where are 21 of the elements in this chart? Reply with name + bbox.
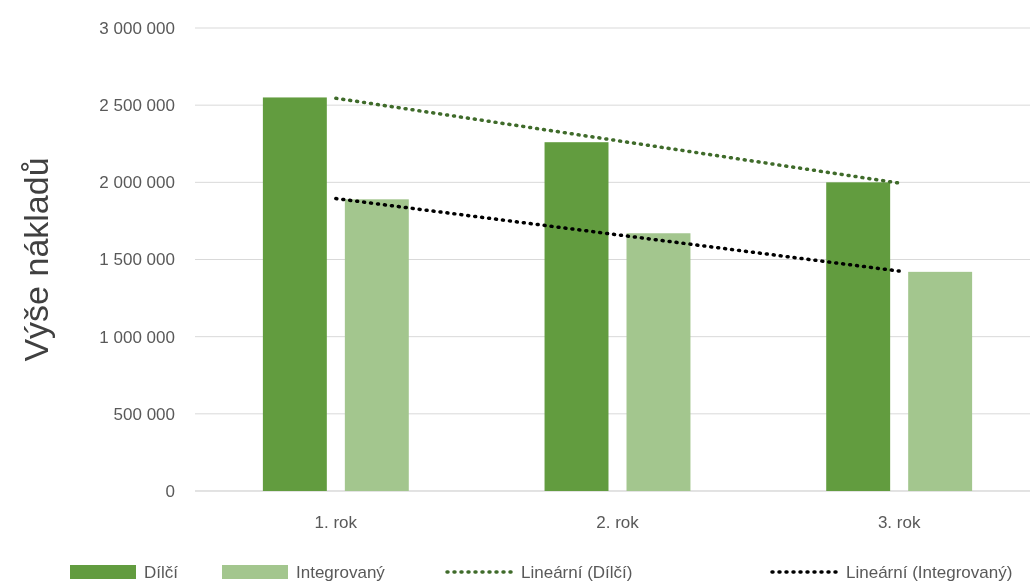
legend-label: Lineární (Integrovaný) (846, 562, 1013, 582)
bar (826, 182, 891, 491)
bar (262, 97, 327, 491)
x-tick-label: 3. rok (877, 513, 921, 532)
bar (626, 233, 691, 491)
bar (908, 271, 973, 491)
legend-label: Lineární (Dílčí) (521, 562, 633, 582)
y-tick-label: 1 500 000 (99, 250, 175, 270)
legend-label: Integrovaný (296, 562, 386, 582)
bar (344, 199, 409, 491)
y-tick-label: 2 000 000 (99, 173, 175, 193)
y-tick-label: 500 000 (113, 404, 175, 424)
x-tick-label: 2. rok (596, 513, 640, 532)
y-tick-label: 1 000 000 (99, 327, 175, 347)
legend-label: Dílčí (144, 562, 179, 582)
y-tick-label: 2 500 000 (99, 96, 175, 116)
y-axis-title: Výše nákladů (17, 157, 55, 362)
y-tick-label: 3 000 000 (99, 18, 175, 38)
bar (544, 142, 609, 491)
x-tick-label: 1. rok (314, 513, 358, 532)
y-tick-label: 0 (165, 481, 175, 501)
